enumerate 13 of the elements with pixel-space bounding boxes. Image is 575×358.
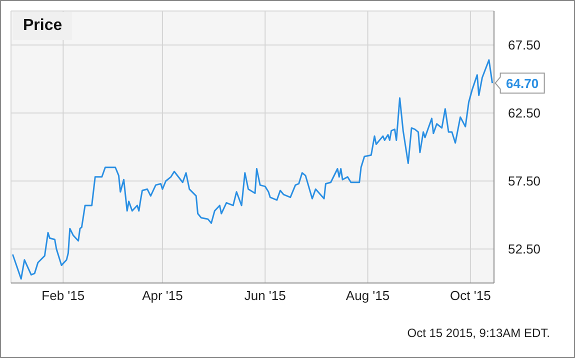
text: Oct 15 2015, 9:13AM EDT. <box>407 326 550 340</box>
x-tick-label: Feb '15 <box>42 288 85 304</box>
x-tick-label: Jun '15 <box>244 288 286 304</box>
y-tick-label: 67.50 <box>508 38 541 53</box>
x-tick-label: Oct '15 <box>450 288 491 304</box>
line-series <box>12 59 494 280</box>
x-tick-label: Aug '15 <box>346 288 390 304</box>
y-tick-label: 52.50 <box>508 242 541 257</box>
x-tick-label: Apr '15 <box>142 288 183 304</box>
y-tick-label: 62.50 <box>508 106 541 121</box>
chart-title: Price <box>13 12 72 40</box>
y-tick-label: 57.50 <box>508 174 541 189</box>
annotation: 64.70 <box>506 76 539 92</box>
